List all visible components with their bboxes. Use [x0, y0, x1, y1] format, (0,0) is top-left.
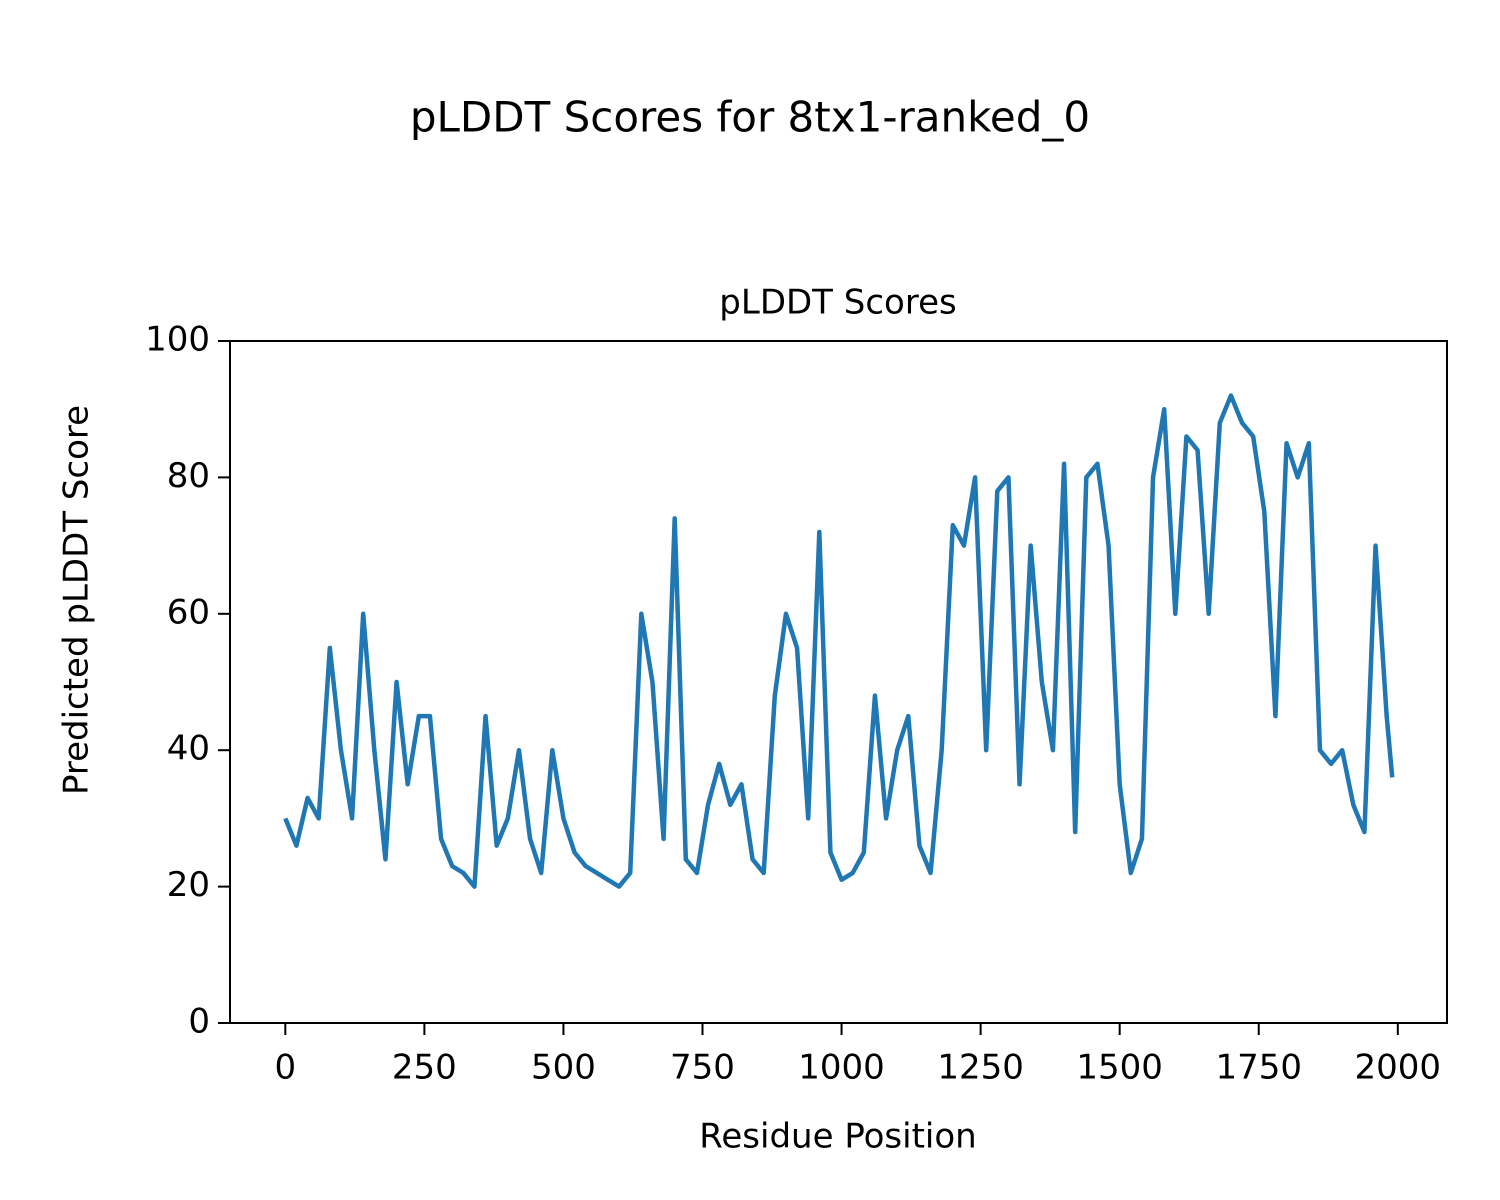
axes-title: pLDDT Scores	[719, 283, 956, 323]
y-tick-label: 60	[167, 592, 210, 632]
x-tick-label: 750	[670, 1048, 735, 1088]
x-tick-label: 250	[392, 1048, 457, 1088]
x-tick-label: 1750	[1215, 1048, 1302, 1088]
x-tick-label: 2000	[1355, 1048, 1442, 1088]
line	[283, 393, 1395, 889]
y-tick-label: 80	[167, 456, 210, 496]
x-tick-label: 1000	[798, 1048, 885, 1088]
y-tick-label: 20	[167, 865, 210, 905]
chart-title: pLDDT Scores for 8tx1-ranked_0	[410, 93, 1090, 142]
x-axis-label: Residue Position	[699, 1117, 976, 1157]
axes-frame	[229, 340, 1448, 1024]
x-tick-label: 1500	[1076, 1048, 1163, 1088]
x-tick-label: 500	[531, 1048, 596, 1088]
y-axis-label: Predicted pLDDT Score	[57, 405, 97, 795]
y-tick-label: 40	[167, 729, 210, 769]
y-tick-label: 100	[145, 320, 210, 360]
y-tick-label: 0	[188, 1002, 210, 1042]
x-tick-label: 0	[274, 1048, 296, 1088]
x-tick-label: 1250	[937, 1048, 1024, 1088]
